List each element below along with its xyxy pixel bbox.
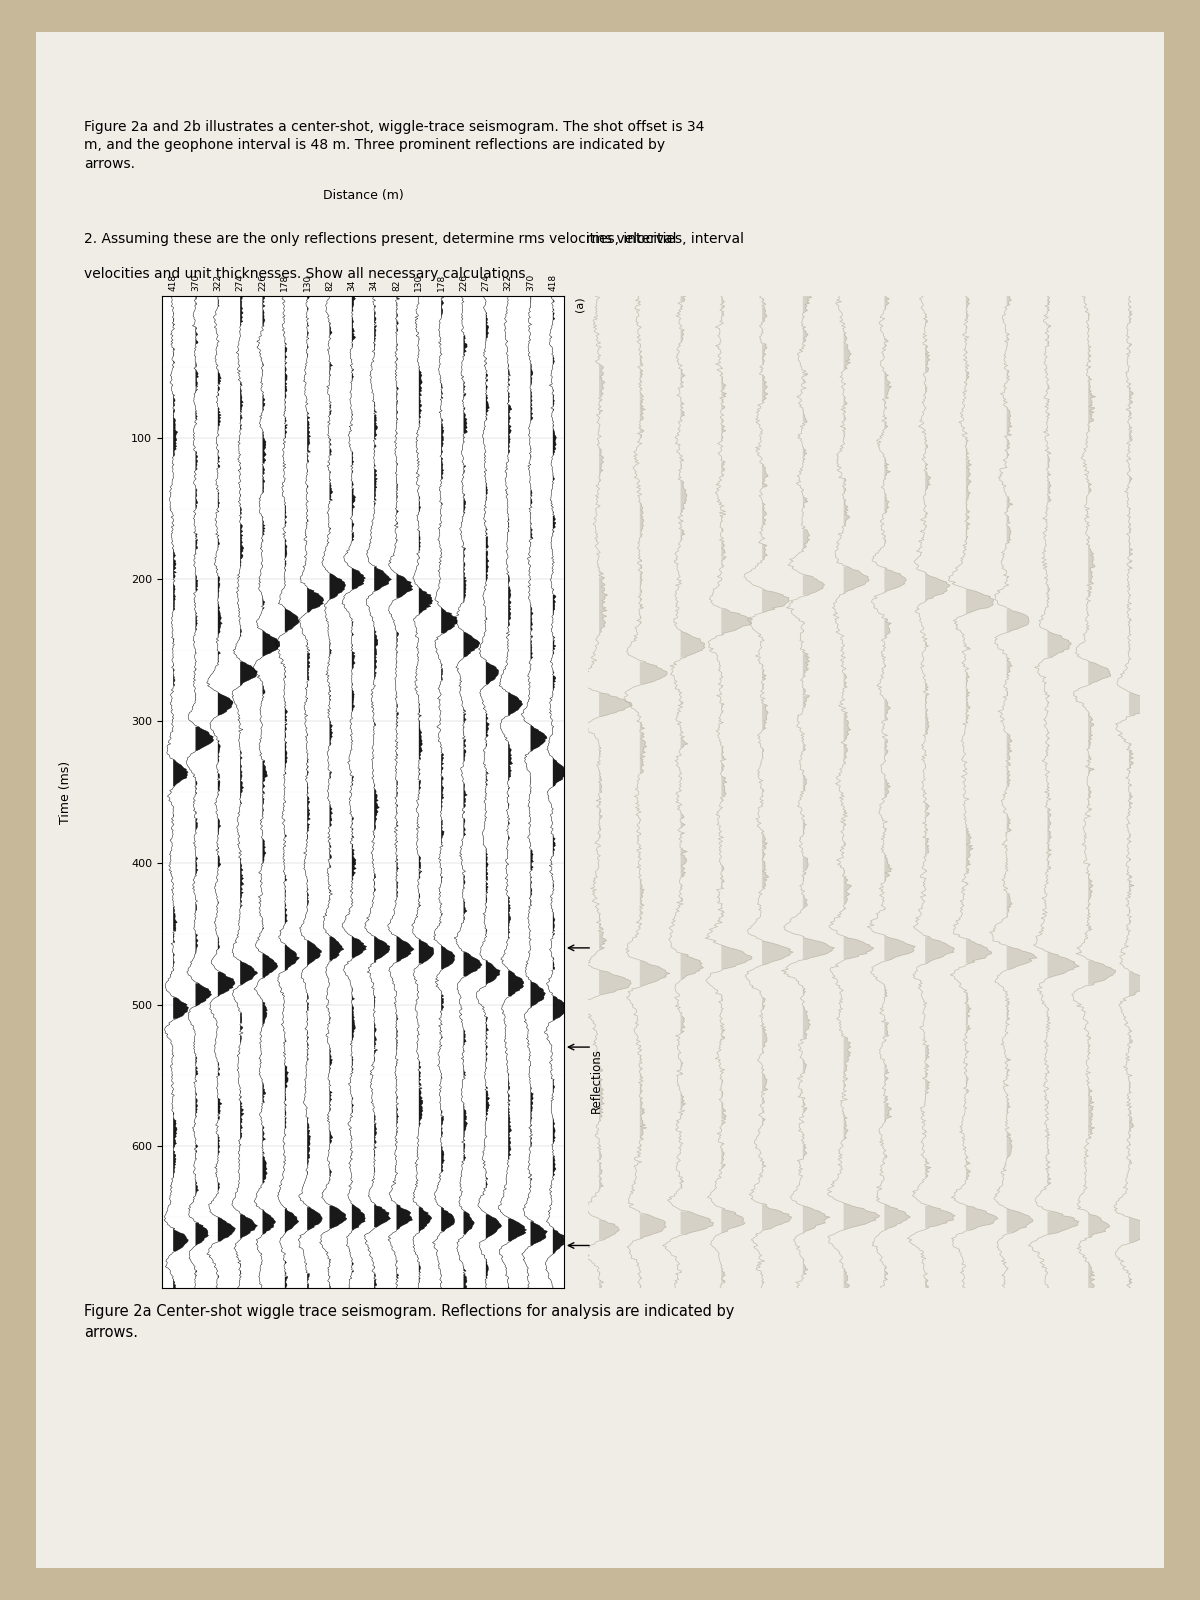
Text: 82: 82 [392, 280, 401, 291]
Text: 226: 226 [458, 274, 468, 291]
Text: Time (ms): Time (ms) [60, 760, 72, 824]
Text: velocities and unit thicknesses. Show all necessary calculations: velocities and unit thicknesses. Show al… [84, 267, 526, 282]
Text: 322: 322 [214, 274, 222, 291]
Text: 34: 34 [347, 280, 356, 291]
Text: 2. Assuming these are the only reflections present, determine rms velocities, in: 2. Assuming these are the only reflectio… [84, 232, 677, 246]
Text: 130: 130 [302, 274, 312, 291]
Text: 34: 34 [370, 280, 379, 291]
Text: Reflections: Reflections [590, 1048, 602, 1112]
Text: 370: 370 [191, 274, 200, 291]
Text: 322: 322 [504, 274, 512, 291]
Text: 274: 274 [235, 274, 245, 291]
Text: 82: 82 [325, 280, 334, 291]
Text: 370: 370 [526, 274, 535, 291]
Text: rms velocities, interval: rms velocities, interval [586, 232, 744, 246]
Text: 418: 418 [548, 274, 557, 291]
Text: 418: 418 [169, 274, 178, 291]
Text: Figure 2a Center-shot wiggle trace seismogram. Reflections for analysis are indi: Figure 2a Center-shot wiggle trace seism… [84, 1304, 734, 1341]
Text: 178: 178 [281, 274, 289, 291]
Text: (a): (a) [574, 296, 584, 312]
Text: Distance (m): Distance (m) [323, 189, 403, 202]
Text: 274: 274 [481, 274, 491, 291]
Text: 130: 130 [414, 274, 424, 291]
Text: Figure 2a and 2b illustrates a center-shot, wiggle-trace seismogram. The shot of: Figure 2a and 2b illustrates a center-sh… [84, 120, 704, 171]
Text: 226: 226 [258, 274, 266, 291]
Text: 178: 178 [437, 274, 445, 291]
